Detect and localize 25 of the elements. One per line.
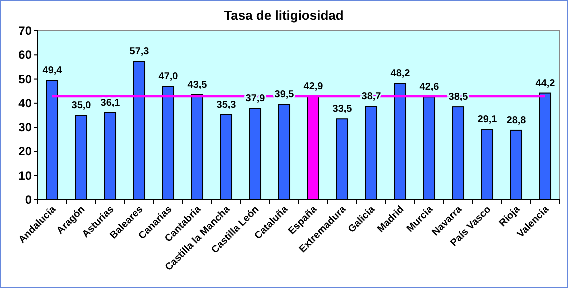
data-label: 29,1 [478, 114, 498, 126]
data-label: 49,4 [42, 66, 63, 77]
data-label: 48,2 [390, 68, 411, 80]
data-label: 36,1 [100, 98, 121, 109]
chart-title: Tasa de litigiosidad [224, 8, 344, 23]
data-label: 33,5 [332, 104, 353, 116]
y-tick-label: 70 [18, 24, 32, 38]
data-label: 42,6 [420, 82, 440, 94]
data-label: 35,0 [72, 100, 92, 112]
data-label: 42,9 [304, 81, 324, 92]
y-tick-label: 40 [18, 96, 32, 110]
data-label: 44,2 [536, 78, 556, 90]
data-label: 43,5 [188, 80, 208, 91]
data-label: 39,5 [274, 90, 295, 101]
y-tick-label: 50 [18, 72, 32, 86]
data-label: 57,3 [130, 46, 150, 58]
data-label: 28,8 [506, 115, 527, 126]
data-label: 38,7 [362, 92, 382, 103]
y-tick-label: 60 [18, 48, 32, 62]
y-tick-label: 0 [25, 193, 32, 207]
y-tick-label: 30 [18, 120, 32, 135]
data-label: 35,3 [216, 100, 237, 111]
y-tick-label: 20 [18, 144, 32, 159]
y-tick-label: 10 [18, 168, 32, 183]
data-label: 47,0 [158, 72, 179, 83]
